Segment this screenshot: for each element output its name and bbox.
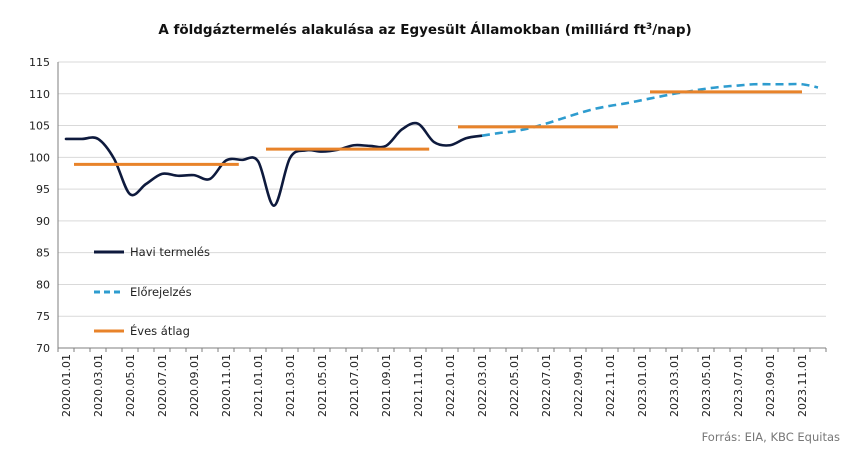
legend-label: Előrejelzés (130, 285, 192, 299)
x-tick-label: 2023.03.01 (668, 354, 681, 417)
y-tick-label: 90 (36, 215, 50, 228)
x-tick-label: 2023.01.01 (636, 354, 649, 417)
y-tick-label: 105 (29, 120, 50, 133)
x-tick-label: 2023.07.01 (732, 354, 745, 417)
x-tick-label: 2021.11.01 (412, 354, 425, 417)
gridlines (58, 61, 826, 317)
x-tick-label: 2020.05.01 (124, 354, 137, 417)
x-tick-label: 2022.03.01 (476, 354, 489, 417)
x-tick-label: 2021.09.01 (380, 354, 393, 417)
x-tick-label: 2022.11.01 (604, 354, 617, 417)
x-tick-label: 2023.05.01 (700, 354, 713, 417)
x-tick-label: 2021.05.01 (316, 354, 329, 417)
y-tick-label: 100 (29, 151, 50, 164)
y-tick-label: 80 (36, 278, 50, 291)
x-tick-label: 2023.09.01 (764, 354, 777, 417)
x-tick-label: 2020.07.01 (156, 354, 169, 417)
x-tick-label: 2022.09.01 (572, 354, 585, 417)
y-tick-label: 85 (36, 247, 50, 260)
chart-title: A földgáztermelés alakulása az Egyesült … (158, 21, 691, 38)
chart-title-end: /nap) (652, 22, 692, 38)
legend-label: Éves átlag (130, 323, 190, 338)
legend-label: Havi termelés (130, 245, 210, 259)
axes: 70 75 80 85 90 95 100 105 110 115 2020.01.01 2020.0… (29, 56, 827, 417)
y-tick-label: 115 (29, 56, 50, 69)
x-tick-label: 2020.01.01 (60, 354, 73, 417)
y-tick-label: 110 (29, 88, 50, 101)
series-layer (64, 82, 819, 207)
y-tick-label: 75 (36, 310, 50, 323)
y-tick-label: 70 (36, 342, 50, 355)
source-note: Forrás: EIA, KBC Equitas (702, 430, 840, 444)
x-tick-label: 2022.07.01 (540, 354, 553, 417)
chart-title-main: A földgáztermelés alakulása az Egyesült … (158, 21, 646, 38)
monthly-production-line (64, 121, 484, 207)
x-tick-label: 2021.03.01 (284, 354, 297, 417)
legend: Havi termelés Előrejelzés Éves átlag (94, 245, 210, 338)
chart-title-superscript: 3 (646, 22, 652, 32)
x-tick-label: 2020.03.01 (92, 354, 105, 417)
x-tick-label: 2020.09.01 (188, 354, 201, 417)
x-tick-label: 2023.11.01 (796, 354, 809, 417)
x-tick-label: 2021.07.01 (348, 354, 361, 417)
x-tick-label: 2020.11.01 (220, 354, 233, 417)
x-tick-label: 2022.05.01 (508, 354, 521, 417)
x-tick-label: 2022.01.01 (444, 354, 457, 417)
x-tick-label: 2021.01.01 (252, 354, 265, 417)
y-tick-label: 95 (36, 183, 50, 196)
